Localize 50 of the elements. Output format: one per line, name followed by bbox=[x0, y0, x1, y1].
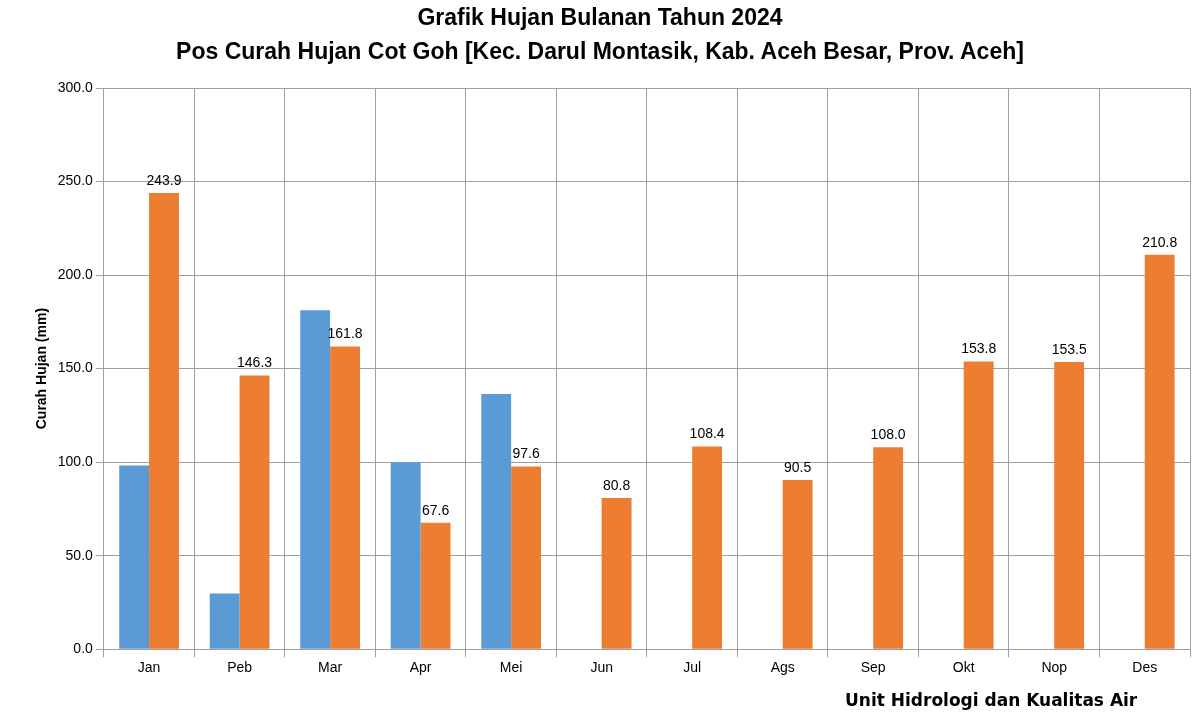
data-label: 210.8 bbox=[1142, 233, 1178, 250]
data-label: 146.3 bbox=[237, 354, 273, 371]
bar bbox=[119, 465, 150, 649]
bar bbox=[963, 361, 994, 649]
bar bbox=[511, 466, 542, 649]
bar bbox=[239, 375, 270, 649]
bar bbox=[782, 479, 813, 649]
x-tick-label: Mei bbox=[499, 659, 523, 676]
bar bbox=[481, 394, 512, 649]
data-label: 153.8 bbox=[961, 340, 997, 357]
data-label: 67.6 bbox=[421, 501, 450, 518]
data-label: 108.4 bbox=[689, 425, 725, 442]
bar bbox=[601, 498, 632, 649]
data-label: 90.5 bbox=[784, 458, 812, 475]
x-tick-label: Jun bbox=[590, 659, 613, 676]
y-tick-label: 300.0 bbox=[57, 78, 94, 95]
bar bbox=[420, 522, 451, 649]
chart-title: Grafik Hujan Bulanan Tahun 2024 bbox=[416, 3, 784, 32]
x-tick-label: Ags bbox=[770, 659, 795, 676]
x-tick-label: Nop bbox=[1041, 659, 1068, 676]
data-label: 153.5 bbox=[1051, 340, 1087, 357]
x-tick-label: Des bbox=[1132, 659, 1158, 676]
x-tick-label: Okt bbox=[952, 659, 975, 676]
y-tick-label: 150.0 bbox=[57, 359, 94, 376]
bar bbox=[873, 447, 904, 649]
bar bbox=[149, 192, 179, 649]
y-tick-label: 200.0 bbox=[57, 265, 94, 282]
bar bbox=[209, 593, 240, 649]
y-tick-label: 50.0 bbox=[65, 546, 94, 563]
text: Unit Hidrologi dan Kualitas Air bbox=[845, 690, 1138, 710]
data-label: 108.0 bbox=[870, 426, 906, 443]
data-label: 97.6 bbox=[512, 445, 540, 462]
x-tick-label: Sep bbox=[860, 659, 886, 676]
bar bbox=[330, 346, 360, 649]
x-tick-label: Mar bbox=[318, 659, 343, 676]
chart-subtitle: Pos Curah Hujan Cot Goh [Kec. Darul Montasik, Kab. Aceh Besar, Prov. Aceh] bbox=[175, 37, 1025, 66]
y-axis-title: Curah Hujan (mm) bbox=[33, 307, 50, 430]
y-tick-label: 0.0 bbox=[73, 640, 94, 657]
y-tick-label: 250.0 bbox=[57, 172, 94, 189]
bar bbox=[390, 462, 421, 649]
x-tick-label: Apr bbox=[409, 659, 432, 676]
x-tick-label: Jan bbox=[137, 659, 161, 676]
x-tick-label: Jul bbox=[683, 659, 702, 676]
y-tick-label: 100.0 bbox=[57, 452, 94, 469]
data-label: 80.8 bbox=[602, 476, 631, 493]
bar bbox=[1054, 362, 1085, 649]
bar bbox=[692, 446, 723, 649]
bar bbox=[1144, 254, 1175, 649]
x-tick-label: Peb bbox=[227, 659, 253, 676]
data-label: 243.9 bbox=[146, 171, 182, 188]
